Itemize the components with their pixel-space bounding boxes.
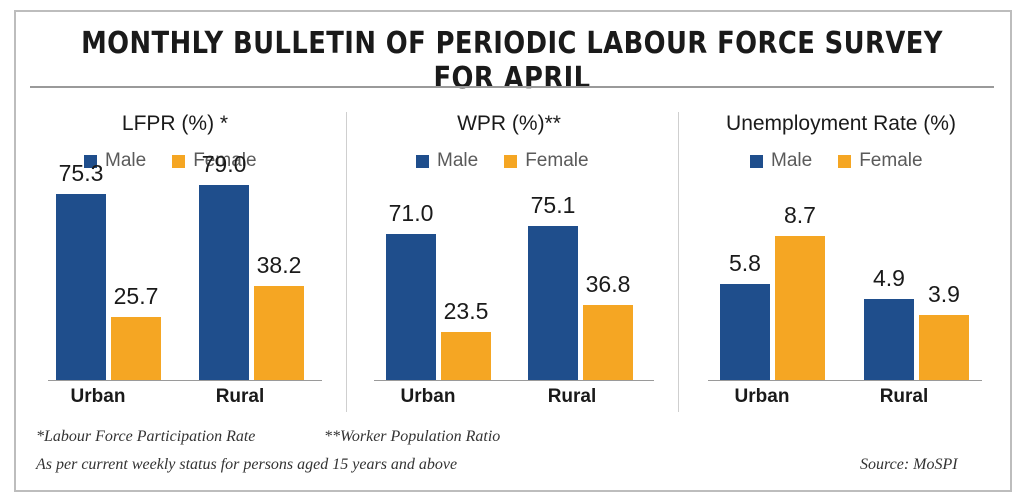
baseline-unemployment: [708, 380, 982, 381]
bar-urban-female: [441, 331, 491, 380]
category-label-urban: Urban: [70, 386, 126, 407]
bulletin-title: MONTHLY BULLETIN OF PERIODIC LABOUR FORC…: [81, 26, 943, 96]
legend-swatch-male: [84, 154, 97, 168]
panel-divider-2: [678, 112, 679, 412]
legend-item-female: Female: [172, 150, 257, 172]
footnote-lfpr: *Labour Force Participation Rate: [36, 428, 256, 445]
bar-label-urban-male: 75.3: [58, 160, 104, 187]
category-label-urban: Urban: [400, 386, 456, 407]
legend-swatch-male: [750, 154, 763, 168]
footnote-wpr: **Worker Population Ratio: [324, 428, 501, 445]
bar-urban-male: [386, 234, 436, 380]
legend-item-male: Male: [416, 150, 478, 172]
legend-label-female: Female: [193, 150, 257, 171]
bar-label-urban-female: 23.5: [443, 297, 489, 324]
bar-rural-female: [254, 285, 304, 380]
legend-swatch-female: [172, 154, 186, 168]
bar-urban-male: [56, 194, 106, 380]
chart-frame: [14, 10, 1012, 492]
legend-item-female: Female: [504, 150, 589, 172]
legend-swatch-male: [416, 154, 429, 168]
bar-rural-male: [528, 226, 578, 380]
baseline-lfpr: [48, 380, 322, 381]
legend-label-female: Female: [859, 150, 923, 171]
legend-label-male: Male: [771, 150, 813, 171]
bar-urban-female: [775, 236, 825, 380]
legend-lfpr: Male Female: [84, 148, 257, 174]
category-label-rural: Rural: [547, 386, 597, 407]
legend-label-male: Male: [437, 150, 479, 171]
category-label-rural: Rural: [879, 386, 929, 407]
category-label-rural: Rural: [215, 386, 265, 407]
bar-rural-male: [199, 185, 249, 380]
bar-label-rural-female: 36.8: [585, 270, 631, 297]
bar-label-rural-male: 79.0: [201, 151, 247, 177]
panel-divider-1: [346, 112, 347, 412]
bar-label-urban-female: 8.7: [784, 202, 816, 228]
legend-label-male: Male: [105, 150, 147, 171]
bar-label-urban-male: 5.8: [729, 250, 761, 276]
bar-label-urban-male: 71.0: [388, 200, 434, 227]
bar-label-rural-female: 38.2: [256, 251, 302, 278]
legend-item-male: Male: [84, 150, 146, 172]
bar-rural-female: [919, 315, 969, 380]
bar-label-urban-female: 25.7: [113, 282, 159, 309]
title-rule: [30, 86, 994, 88]
legend-label-female: Female: [525, 150, 589, 171]
legend-item-male: Male: [750, 150, 812, 172]
legend-swatch-female: [504, 154, 518, 168]
legend-item-female: Female: [838, 150, 923, 172]
panel-title-lfpr: LFPR (%) *: [121, 112, 229, 135]
footnote-status: As per current weekly status for persons…: [36, 456, 458, 473]
panel-title-unemployment: Unemployment Rate (%): [726, 112, 956, 135]
bar-label-rural-male: 4.9: [873, 264, 905, 291]
category-label-urban: Urban: [734, 386, 790, 407]
bar-rural-male: [864, 298, 914, 380]
bar-label-rural-male: 75.1: [530, 192, 576, 218]
source-note: Source: MoSPI: [860, 456, 958, 473]
bar-rural-female: [583, 304, 633, 380]
bar-urban-female: [111, 316, 161, 380]
bar-label-rural-female: 3.9: [928, 281, 960, 308]
legend-wpr: Male Female: [416, 148, 589, 174]
baseline-wpr: [374, 380, 654, 381]
panel-title-wpr: WPR (%)**: [457, 112, 561, 135]
legend-swatch-female: [838, 154, 852, 168]
legend-unemployment: Male Female: [750, 148, 923, 174]
bar-urban-male: [720, 284, 770, 380]
